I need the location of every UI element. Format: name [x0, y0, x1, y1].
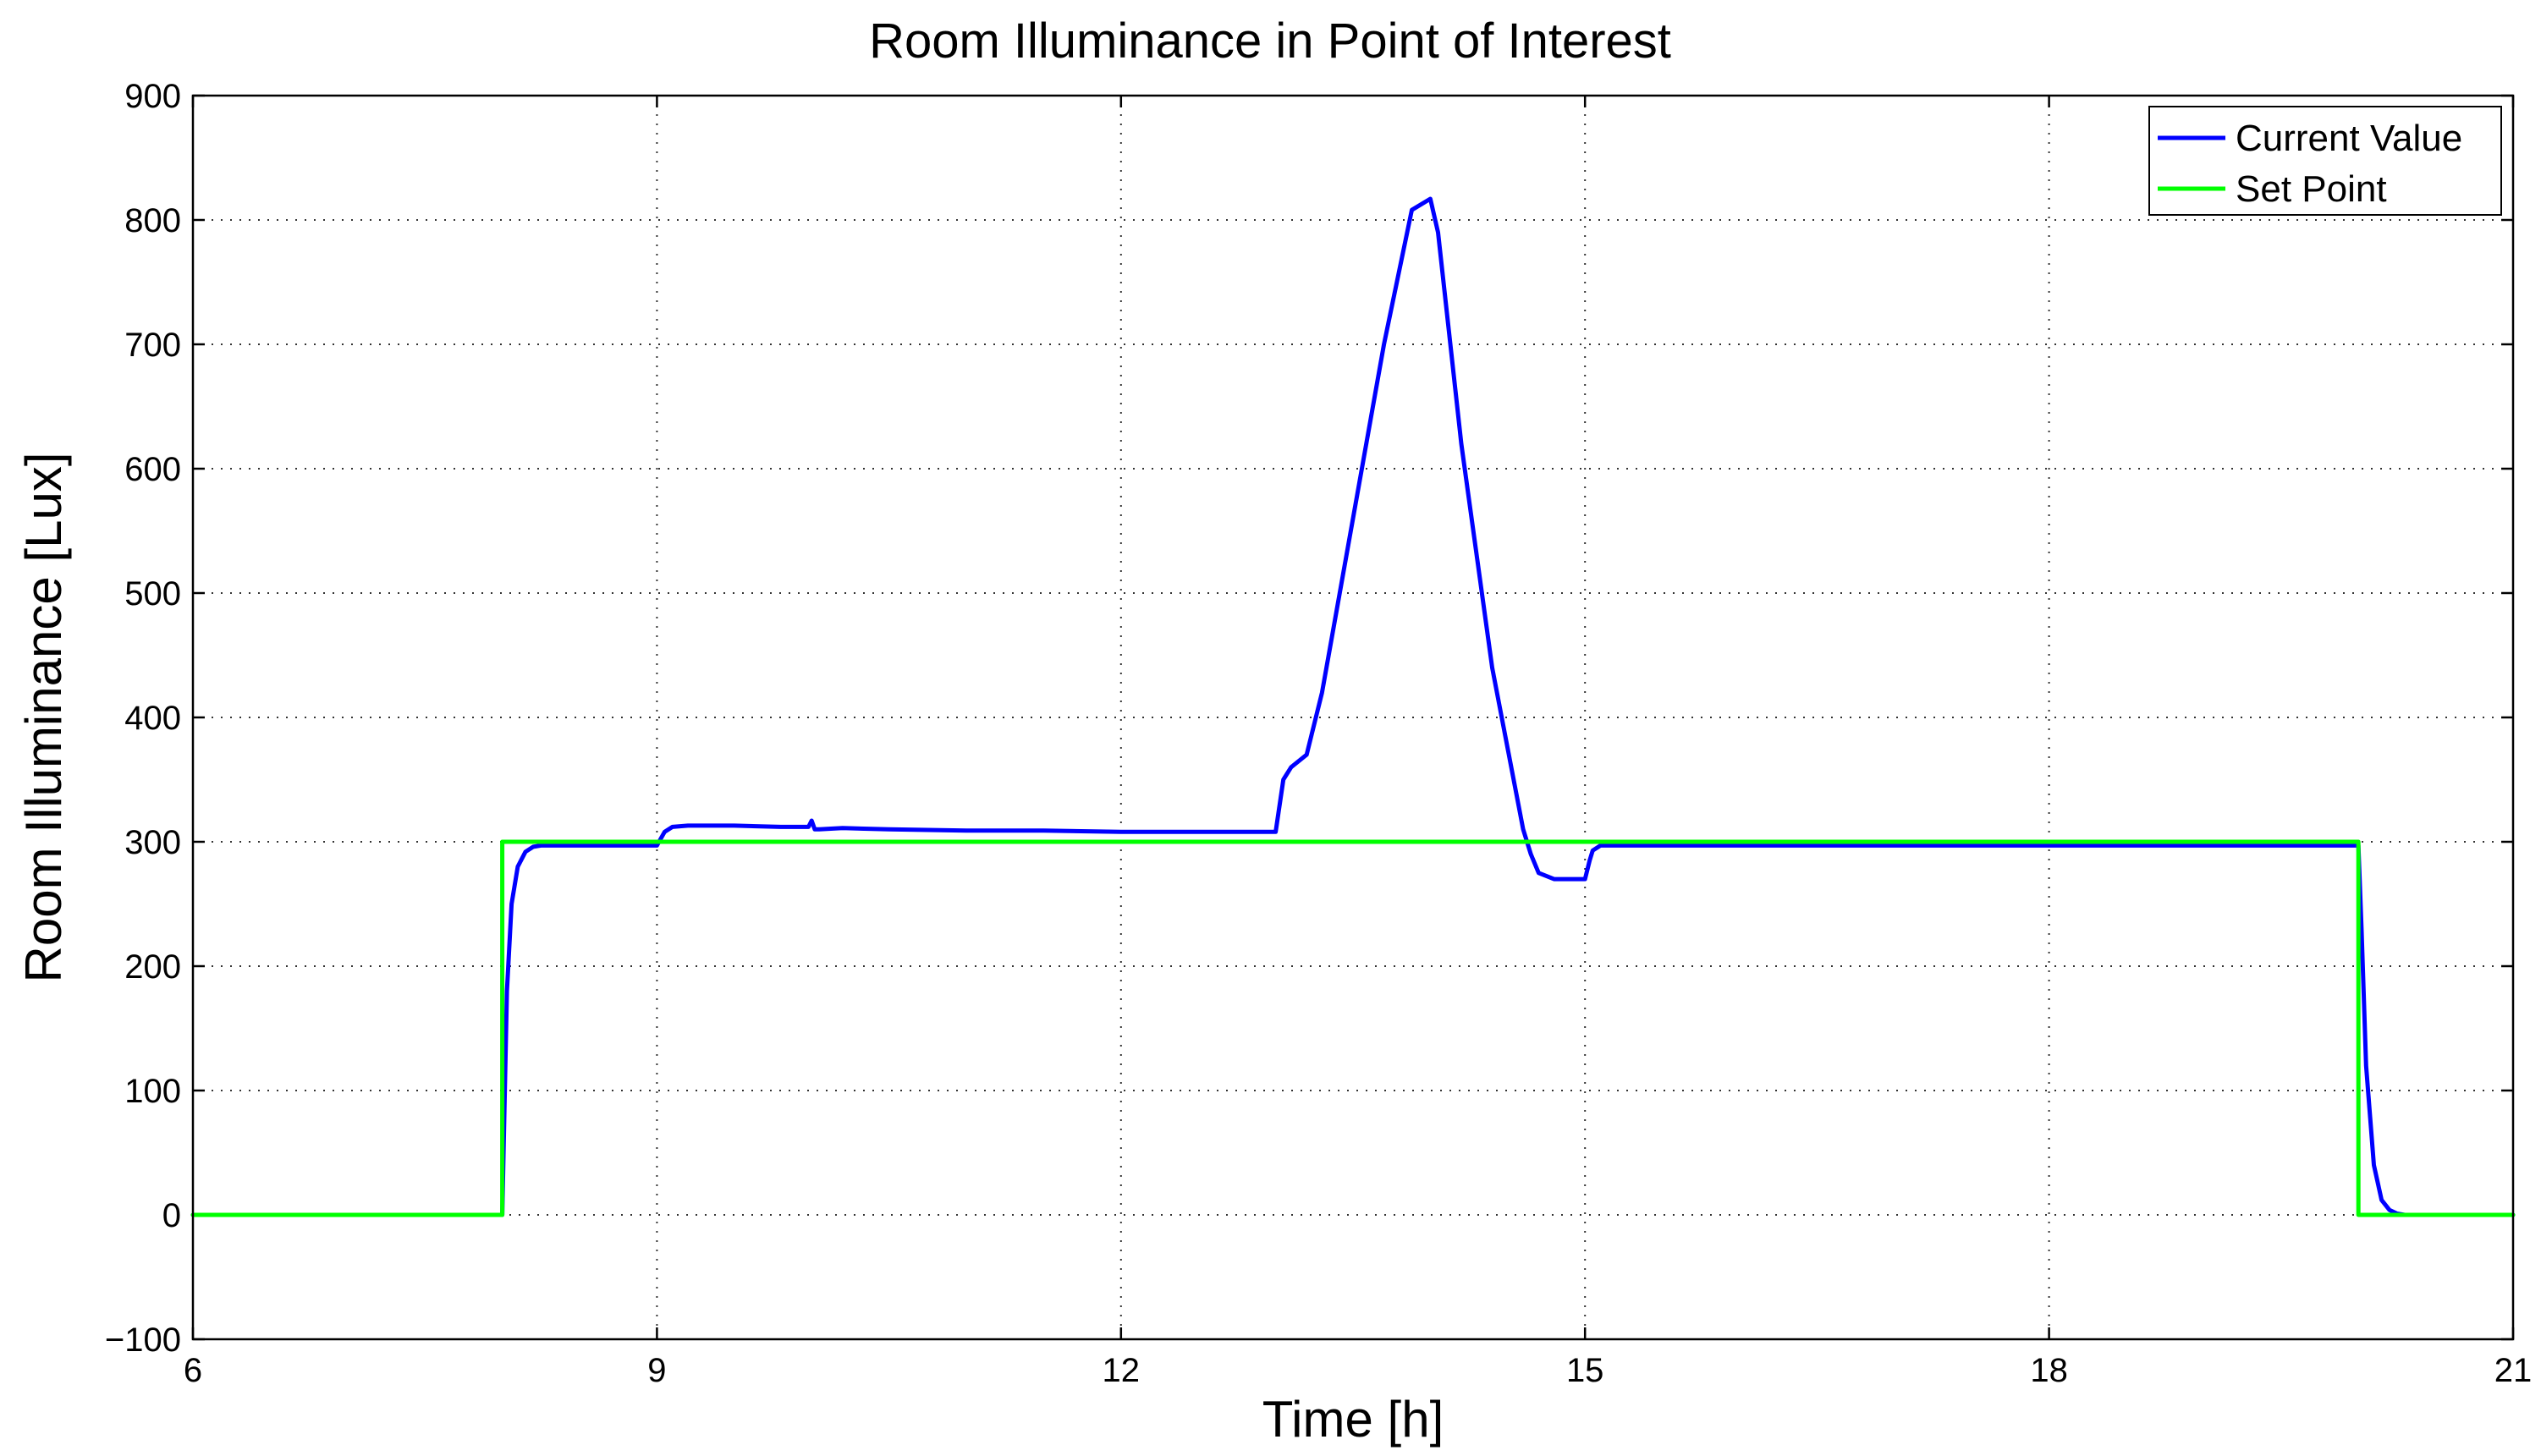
y-tick-label: 300 [124, 824, 181, 861]
legend: Current Value Set Point [2148, 106, 2502, 216]
y-tick-label: 500 [124, 575, 181, 613]
x-tick-label: 9 [647, 1352, 666, 1389]
x-axis-label: Time [h] [1262, 1391, 1444, 1448]
legend-box [2148, 106, 2502, 216]
series-set-point-line [190, 839, 2516, 1217]
x-tick-label: 6 [184, 1352, 202, 1389]
legend-label-current-value: Current Value [2236, 118, 2462, 159]
y-tick-label: 200 [124, 948, 181, 986]
y-axis-label: Room Illuminance [Lux] [15, 453, 72, 983]
x-tick-label: 21 [2494, 1352, 2533, 1389]
legend-label-set-point: Set Point [2236, 168, 2387, 210]
x-tick-label: 18 [2030, 1352, 2068, 1389]
chart-title: Room Illuminance in Point of Interest [869, 14, 1671, 69]
x-tick-label: 12 [1103, 1352, 1141, 1389]
y-tick-label: 800 [124, 202, 181, 239]
y-tick-labels: −100 0 100 200 300 400 500 600 700 800 900 [105, 78, 181, 1359]
y-tick-label: 600 [124, 451, 181, 488]
y-tick-label: 900 [124, 78, 181, 115]
series-lines [190, 196, 2516, 1217]
plot-area-frame [191, 94, 2515, 1341]
y-tick-label: −100 [105, 1321, 181, 1359]
x-tick-labels: 6 9 12 15 18 21 [184, 1352, 2532, 1389]
x-tick-label: 15 [1566, 1352, 1604, 1389]
y-tick-label: 0 [162, 1197, 181, 1234]
y-tick-label: 100 [124, 1073, 181, 1110]
y-tick-label: 400 [124, 700, 181, 737]
y-tick-label: 700 [124, 327, 181, 364]
